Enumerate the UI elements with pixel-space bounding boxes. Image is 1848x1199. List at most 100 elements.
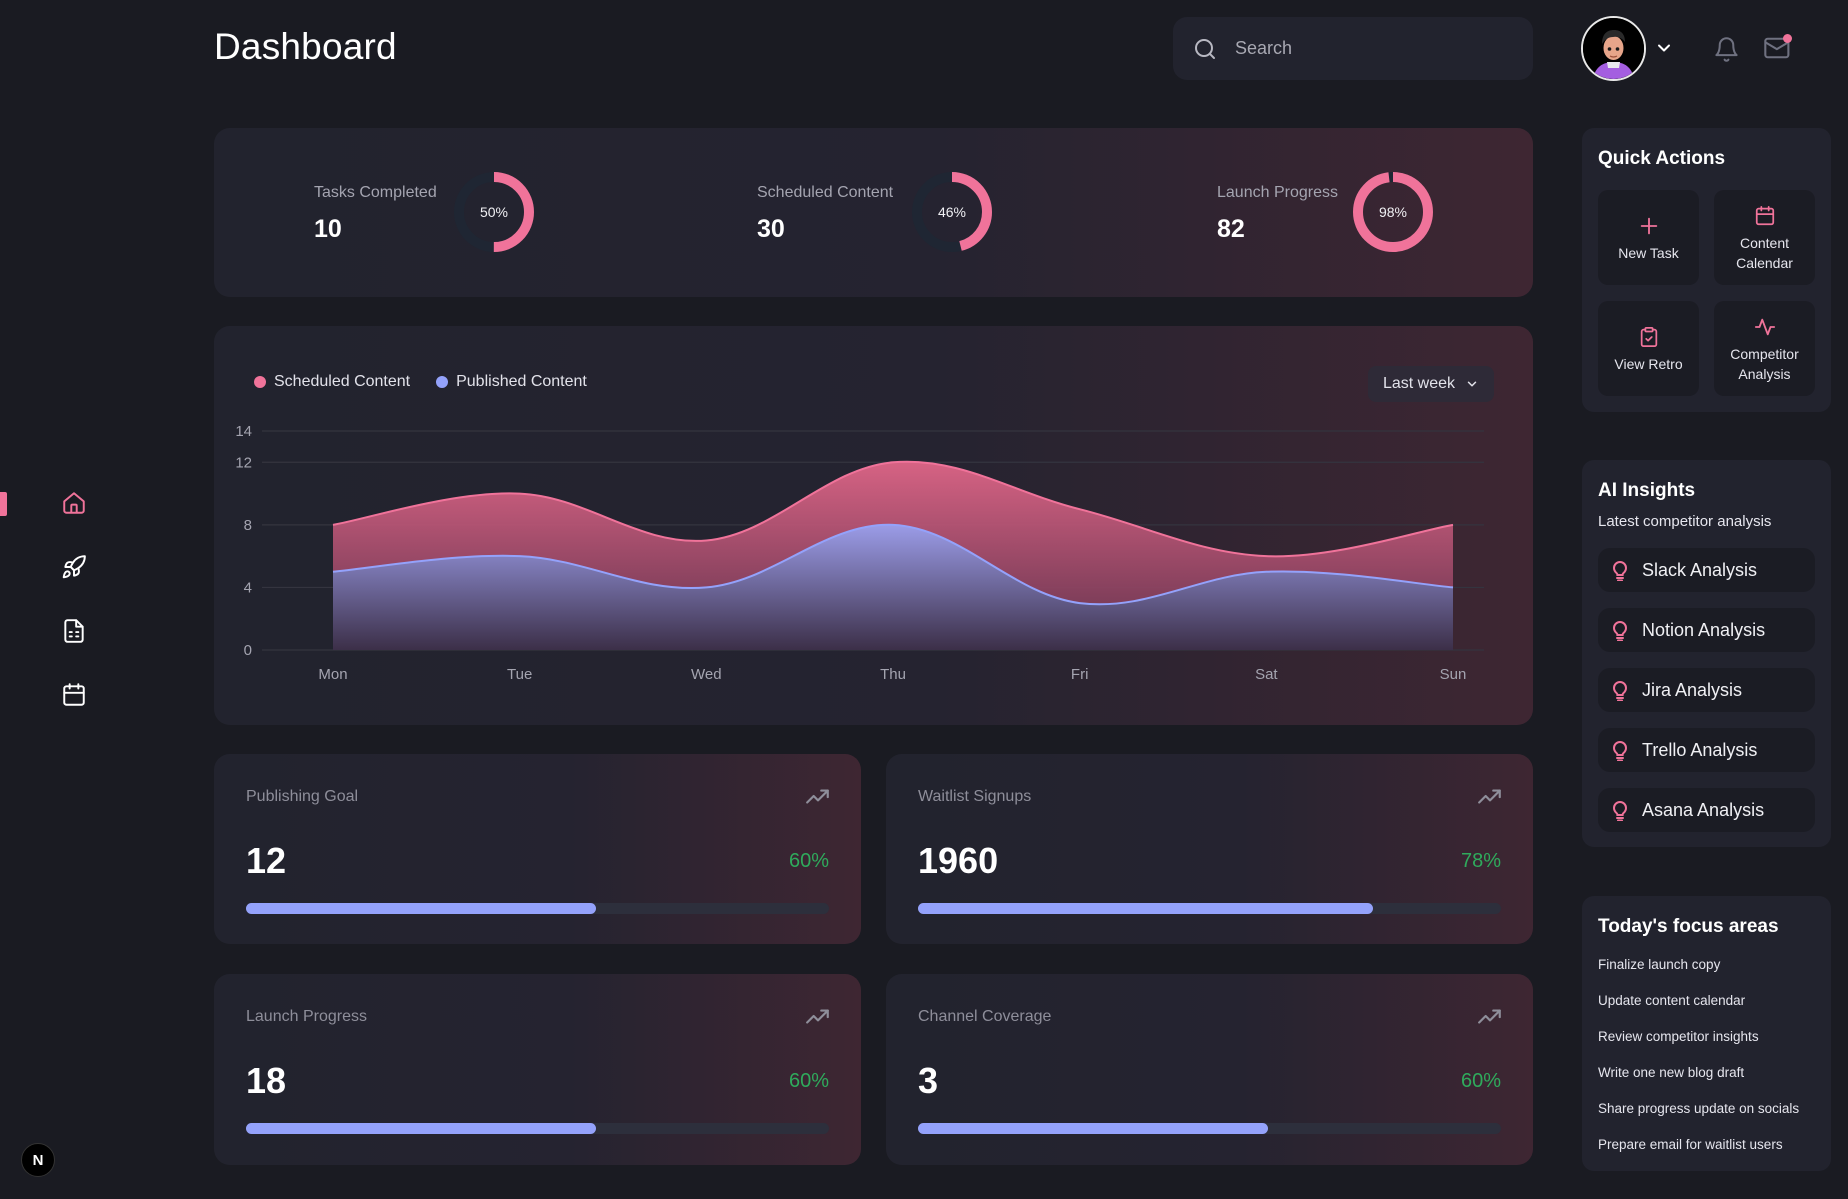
donut-ring [454,172,534,252]
search-input[interactable] [1235,38,1515,59]
new-task-button[interactable]: New Task [1598,190,1699,285]
focus-item[interactable]: Write one new blog draft [1598,1065,1745,1080]
donut-ring [912,172,992,252]
metric-progress-track [918,903,1501,914]
focus-item[interactable]: Prepare email for waitlist users [1598,1137,1783,1152]
search-icon [1195,38,1215,59]
avatar-image [1583,18,1644,79]
home-icon [63,492,85,514]
insight-item-slack[interactable]: Slack Analysis [1598,548,1815,592]
donut-progress-arc [912,172,992,252]
x-tick-label: Wed [691,666,722,683]
button-label: Competitor Analysis [1730,345,1799,382]
insight-label: Jira Analysis [1642,679,1743,700]
donut-percent: 98% [1378,204,1408,220]
sidebar-item-calendar[interactable] [60,681,88,709]
sidebar-item-launch[interactable] [60,553,88,581]
stat-label: Launch Progress [1217,184,1338,201]
date-range-select[interactable]: Last week [1368,366,1494,402]
view-retro-button[interactable]: View Retro [1598,301,1699,396]
donut-percent: 50% [479,204,509,220]
bell-icon [1714,36,1738,62]
line-scheduled-content [332,460,1454,558]
notifications-button[interactable] [1711,34,1741,64]
metric-value: 12 [246,840,287,881]
chevron-down-icon [1467,381,1477,387]
stat-label: Scheduled Content [757,184,894,201]
y-tick-label: 12 [235,454,252,471]
stat-value: 10 [314,215,342,243]
area-published-content [333,524,1453,650]
quick-actions-panel: Quick Actions New Task Content Calendar … [1582,128,1831,412]
messages-button[interactable] [1762,33,1794,63]
sidebar-item-home[interactable] [60,489,88,517]
legend-label: Scheduled Content [274,373,411,390]
metric-progress-track [246,1123,829,1134]
lightbulb-icon [1612,621,1628,641]
focus-item[interactable]: Finalize launch copy [1598,957,1721,972]
search-bar[interactable] [1173,17,1533,80]
chevron-down-icon [1658,44,1670,52]
content-calendar-button[interactable]: Content Calendar [1714,190,1815,285]
insight-item-jira[interactable]: Jira Analysis [1598,668,1815,712]
insight-item-trello[interactable]: Trello Analysis [1598,728,1815,772]
metric-progress-track [246,903,829,914]
legend-scheduled-content[interactable]: Scheduled Content [254,373,410,391]
metric-value: 18 [246,1060,287,1101]
x-tick-label: Tue [507,666,532,683]
metric-label: Waitlist Signups [918,788,1032,805]
metric-card-channel-coverage: Channel Coverage 3 60% [886,974,1533,1165]
metric-percent: 60% [788,850,829,872]
focus-item[interactable]: Review competitor insights [1598,1029,1759,1044]
metric-label: Channel Coverage [918,1008,1052,1025]
focus-item[interactable]: Update content calendar [1598,993,1746,1008]
trending-up-icon [806,1009,829,1024]
trending-up-icon [1478,1009,1501,1024]
app-badge[interactable]: N [21,1143,55,1177]
metric-progress-fill [246,1123,596,1134]
donut-progress-arc [1353,172,1433,252]
metric-percent: 78% [1460,850,1501,872]
metric-value: 1960 [918,840,999,881]
donut-progress-arc [454,172,534,252]
focus-areas-panel: Today's focus areas Finalize launch copy… [1582,896,1831,1171]
panel-title: Today's focus areas [1598,916,1779,937]
stats-card: Tasks Completed 10 50% Scheduled Content… [214,128,1533,297]
lightbulb-icon [1612,801,1628,821]
calendar-icon [63,683,85,706]
competitor-analysis-button[interactable]: Competitor Analysis [1714,301,1815,396]
metric-percent: 60% [788,1070,829,1092]
focus-item[interactable]: Share progress update on socials [1598,1101,1800,1116]
calendar-icon [1755,205,1774,225]
clipboard-check-icon [1640,326,1657,347]
sidebar-item-documents[interactable] [60,617,88,645]
x-tick-label: Thu [880,666,906,683]
stat-value: 82 [1217,215,1245,243]
stat-donut: 46% [910,170,994,254]
metric-card-waitlist-signups: Waitlist Signups 1960 78% [886,754,1533,944]
metric-progress-fill [918,1123,1268,1134]
donut-ring [1353,172,1433,252]
avatar[interactable] [1581,16,1646,81]
x-tick-label: Sun [1440,666,1467,683]
metric-label: Publishing Goal [246,788,359,805]
app-badge-letter: N [32,1151,44,1169]
insight-item-asana[interactable]: Asana Analysis [1598,788,1815,832]
metric-card-publishing-goal: Publishing Goal 12 60% [214,754,861,944]
y-tick-label: 14 [235,423,252,440]
panel-title: AI Insights [1598,480,1696,501]
insight-label: Asana Analysis [1642,799,1765,820]
active-nav-indicator [0,492,7,516]
y-tick-label: 8 [244,517,252,534]
insight-item-notion[interactable]: Notion Analysis [1598,608,1815,652]
profile-menu-toggle[interactable] [1652,36,1676,60]
insight-label: Slack Analysis [1642,559,1758,580]
metric-progress-fill [918,903,1373,914]
x-tick-label: Sat [1255,666,1278,683]
legend-published-content[interactable]: Published Content [436,373,587,391]
button-label: Content Calendar [1736,234,1793,271]
x-tick-label: Fri [1071,666,1089,683]
date-range-value: Last week [1382,375,1456,392]
metric-value: 3 [918,1060,939,1101]
lightbulb-icon [1612,561,1628,581]
